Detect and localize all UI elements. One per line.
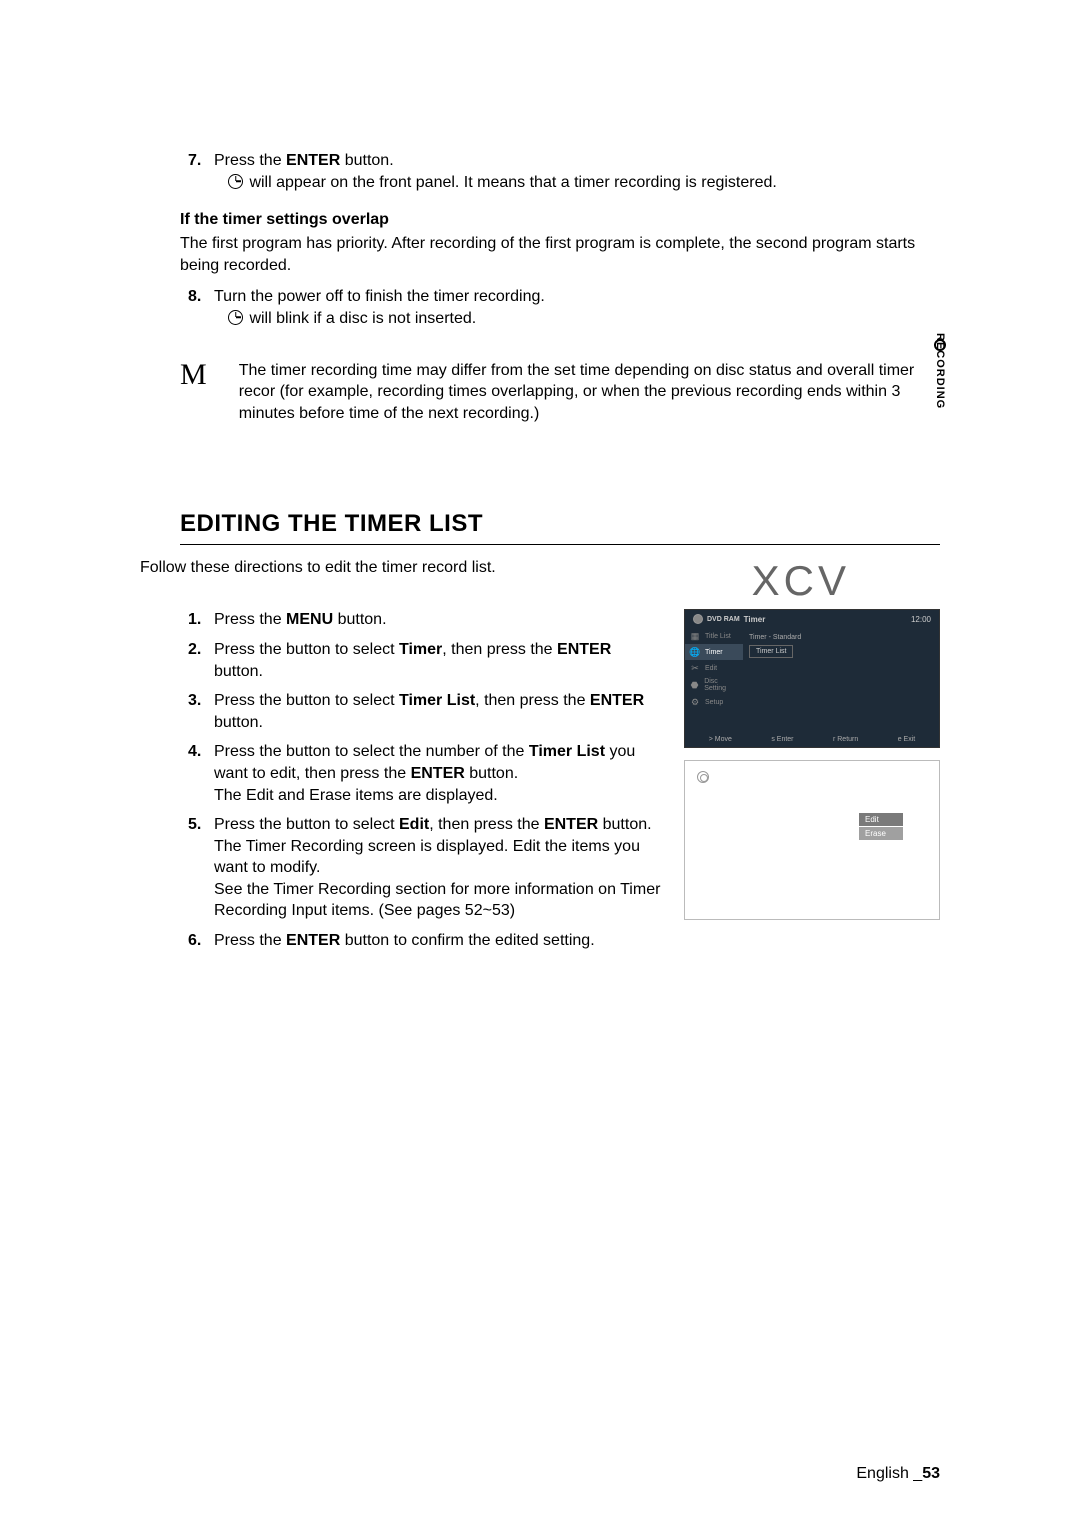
ring-icon xyxy=(697,771,709,783)
clock-icon xyxy=(228,174,243,189)
clock-icon xyxy=(228,310,243,325)
footer-underscore: _ xyxy=(913,1465,922,1482)
side-item-icon: ⬣ xyxy=(689,679,700,691)
note-symbol: M xyxy=(180,360,207,390)
screen1-sidebar: ▦Title List🌐Timer✂Edit⬣Disc Setting⚙Setu… xyxy=(685,628,743,732)
step-item: 2.Press the button to select Timer, then… xyxy=(214,639,664,682)
side-tab: RECORDING xyxy=(934,333,946,409)
side-item-icon: 🌐 xyxy=(689,646,701,658)
page-footer: English _53 xyxy=(856,1465,940,1483)
step-item: 3.Press the button to select Timer List,… xyxy=(214,690,664,733)
overlap-heading: If the timer settings overlap xyxy=(180,211,940,229)
side-item-icon: ▦ xyxy=(689,630,701,642)
osd-screen-2: EditErase xyxy=(684,760,940,920)
osd-screen-1: DVD RAM Timer 12:00 ▦Title List🌐Timer✂Ed… xyxy=(684,609,940,748)
edit-steps: 1.Press the MENU button. 2.Press the butt… xyxy=(180,609,664,951)
step-item: 8.Turn the power off to finish the timer… xyxy=(214,286,940,329)
footer-page: 53 xyxy=(922,1465,940,1482)
screen1-side-item: ✂Edit xyxy=(685,660,743,676)
step-item: 7.Press the ENTER button. will appear on… xyxy=(214,150,940,193)
screen1-side-item: ⬣Disc Setting xyxy=(685,676,743,694)
footer-lang: English xyxy=(856,1465,913,1482)
screen2-menu-item: Edit xyxy=(859,813,903,826)
disc-icon xyxy=(693,614,703,624)
screen1-side-item: ▦Title List xyxy=(685,628,743,644)
screen2-menu-item: Erase xyxy=(859,827,903,840)
screen1-content-header: Timer - Standard xyxy=(749,634,933,641)
side-item-icon: ⚙ xyxy=(689,696,701,708)
dvd-label: DVD RAM xyxy=(707,616,740,623)
screen1-content-box: Timer List xyxy=(749,645,793,658)
note-row: M The timer recording time may differ fr… xyxy=(180,360,940,425)
step-item: 6.Press the ENTER button to confirm the … xyxy=(214,930,664,952)
screen1-bottom-item: > Move xyxy=(709,736,732,743)
screen2-menu: EditErase xyxy=(859,813,903,841)
step-item: 5.Press the button to select Edit, then … xyxy=(214,814,664,922)
step-item: 1.Press the MENU button. xyxy=(214,609,664,631)
screen1-title: Timer xyxy=(744,615,911,624)
mid-steps: 8.Turn the power off to finish the timer… xyxy=(180,286,940,329)
overlap-text: The first program has priority. After re… xyxy=(180,233,940,276)
screen1-side-item: ⚙Setup xyxy=(685,694,743,710)
note-text: The timer recording time may differ from… xyxy=(239,360,940,425)
screen1-bottom: > Move s Enter r Return e Exit xyxy=(685,732,939,747)
screen1-time: 12:00 xyxy=(911,615,931,624)
screen1-bottom-item: r Return xyxy=(833,736,858,743)
screen1-side-item: 🌐Timer xyxy=(685,644,743,660)
step-item: 4.Press the button to select the number … xyxy=(214,741,664,806)
screen1-bottom-item: s Enter xyxy=(771,736,793,743)
side-item-icon: ✂ xyxy=(689,662,701,674)
screen1-bottom-item: e Exit xyxy=(898,736,916,743)
section-title: EDITING THE TIMER LIST xyxy=(180,510,940,545)
top-steps: 7.Press the ENTER button. will appear on… xyxy=(180,150,940,193)
